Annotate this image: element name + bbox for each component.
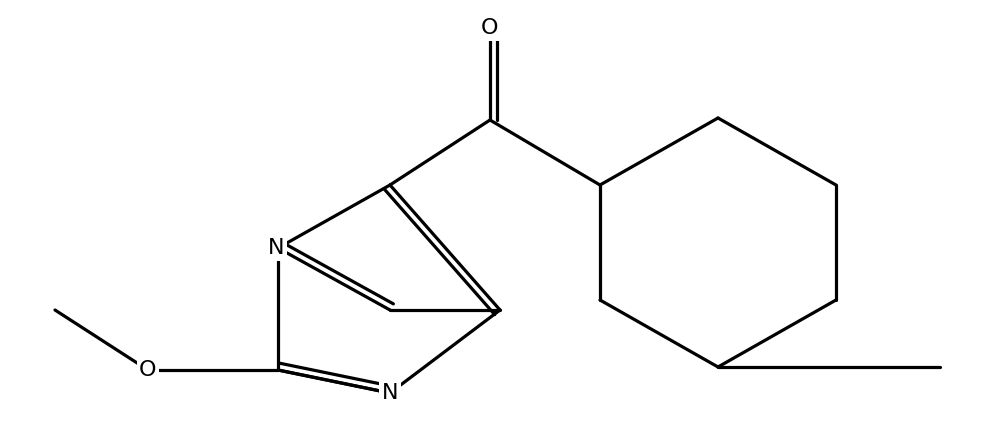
Text: N: N <box>381 383 398 403</box>
Text: O: O <box>482 18 498 38</box>
Text: O: O <box>139 360 157 380</box>
Text: N: N <box>268 238 284 258</box>
